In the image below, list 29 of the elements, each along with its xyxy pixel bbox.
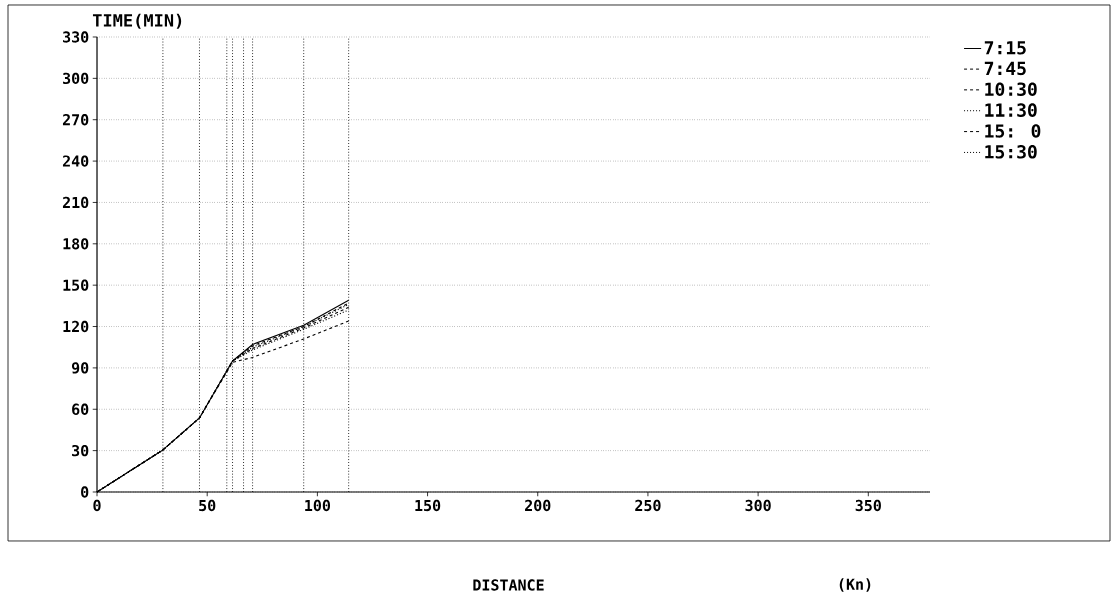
y-tick-label: 120 [63,320,89,333]
x-tick-label: 350 [855,499,881,512]
y-tick-label: 60 [72,403,89,415]
y-tick-label: 210 [62,196,89,209]
y-tick-label: 90 [71,362,89,374]
x-tick-label: 0 [93,499,101,512]
legend-label: 15: 0 [985,124,1041,138]
legend-label: 10:30 [985,82,1037,97]
y-tick-label: 150 [63,279,89,291]
y-axis-title: TIME(MIN) [92,13,182,29]
legend-label: 15:30 [985,145,1037,159]
y-tick-label: 300 [63,72,89,85]
y-tick-label: 30 [72,444,89,457]
x-axis-title: DISTANCE [473,579,544,591]
y-tick-label: 330 [63,31,89,43]
y-tick-label: 270 [62,114,89,126]
legend-label: 7:45 [984,61,1026,76]
legend-label: 11:30 [985,103,1037,117]
x-tick-label: 50 [199,499,216,512]
x-tick-label: 200 [525,499,551,512]
x-tick-label: 250 [635,499,661,512]
y-tick-label: 180 [63,238,89,250]
x-tick-label: 300 [745,499,771,512]
x-tick-label: 100 [305,499,331,512]
y-tick-label: 0 [81,486,89,498]
y-tick-label: 240 [62,155,89,167]
x-tick-label: 150 [415,499,441,512]
text: (Kn) [839,578,871,592]
legend-label: 7:15 [984,41,1026,55]
